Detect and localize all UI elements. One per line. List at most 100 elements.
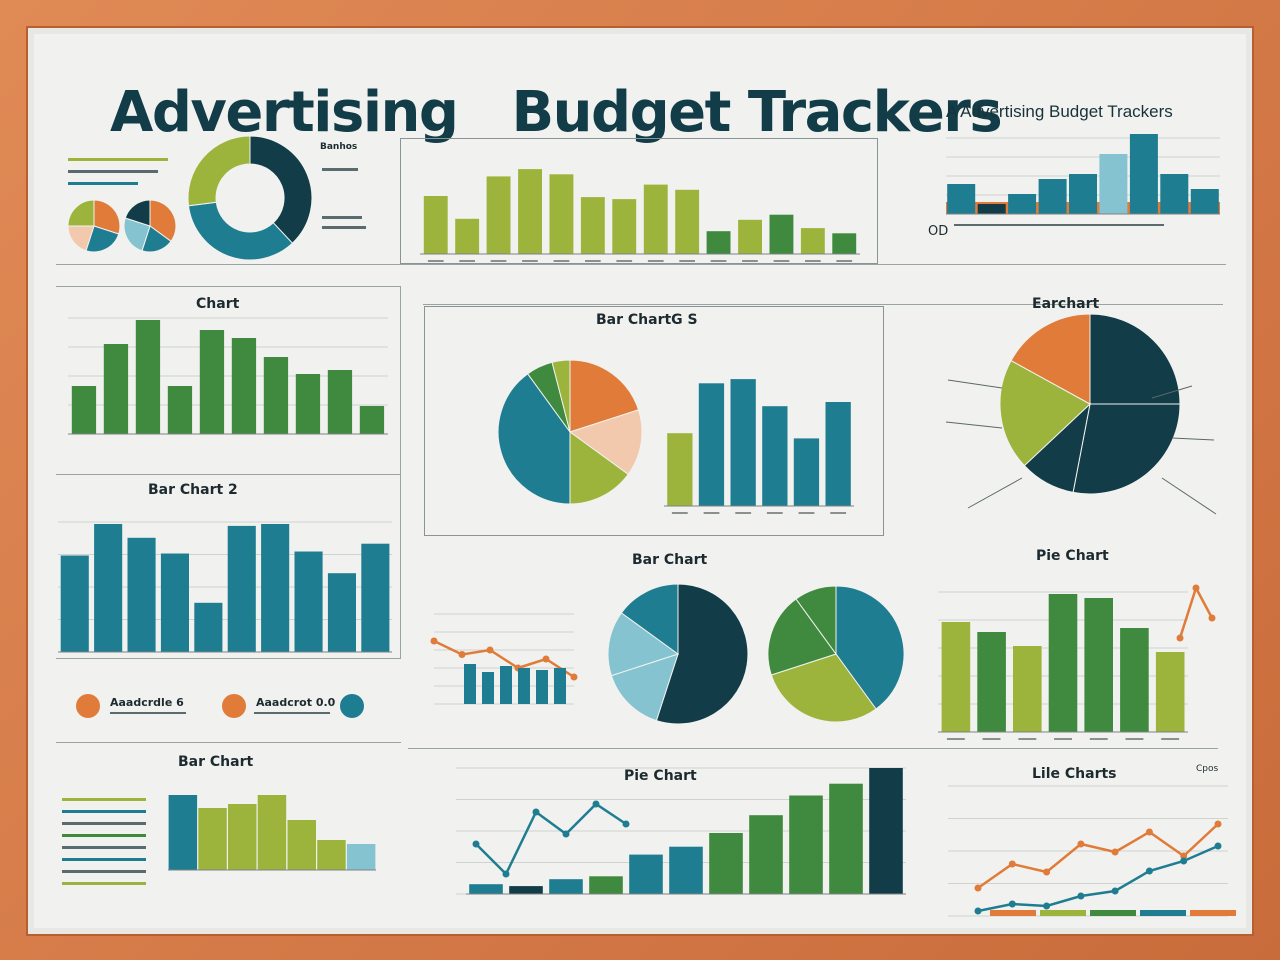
bar (698, 383, 725, 506)
legend-line (68, 158, 168, 161)
lile-charts (948, 785, 1236, 917)
divider-mid-b (408, 748, 1218, 749)
bar (536, 670, 548, 704)
bar (167, 386, 193, 434)
bar (160, 553, 189, 652)
tick-label (647, 260, 664, 262)
legend-line (62, 882, 146, 885)
label-earchart: Earchart (1032, 296, 1100, 312)
bar (947, 184, 976, 214)
leader-line (1161, 477, 1217, 515)
bar (127, 537, 156, 652)
leader-line (947, 379, 1003, 389)
pie-slice (249, 135, 313, 244)
label-chart: Chart (196, 296, 240, 312)
tick-label (766, 512, 783, 514)
bar (168, 795, 198, 870)
spark-line (1178, 584, 1214, 639)
pie-slice (795, 585, 837, 656)
pie-slice (1089, 313, 1181, 405)
line-point (472, 840, 480, 848)
bar (327, 573, 356, 652)
bar (1155, 652, 1185, 732)
line-point (1180, 852, 1188, 860)
tick-label (1054, 738, 1072, 740)
tick-label (773, 260, 790, 262)
tick-label (946, 738, 965, 740)
bar (1013, 646, 1042, 732)
tick-label (490, 260, 507, 262)
bar (71, 386, 97, 434)
bar (549, 174, 574, 254)
chart-left-1 (68, 317, 388, 435)
bar (549, 879, 583, 894)
tick-label (830, 512, 847, 514)
bar (317, 840, 346, 870)
line-point (502, 870, 510, 878)
divider-mid-a (423, 304, 1223, 305)
tick-label (1018, 738, 1037, 740)
tick-label (1125, 738, 1144, 740)
pie-slice (770, 653, 877, 723)
tick-label (1161, 738, 1180, 740)
line-point (1008, 860, 1016, 868)
tick-label (679, 260, 695, 262)
line-point (592, 800, 600, 808)
legend-line (322, 216, 362, 219)
pie-slice (124, 199, 151, 227)
line-point (1214, 842, 1222, 850)
legend-line (62, 822, 146, 825)
legend-line (68, 182, 138, 185)
pie-slice (551, 359, 571, 433)
line-point (622, 820, 630, 828)
bar (261, 524, 290, 652)
line-point (1214, 820, 1222, 828)
small-od-label: OD (928, 224, 949, 239)
bar (793, 438, 820, 506)
line-point (542, 655, 550, 663)
bar (977, 632, 1006, 732)
legend-line (62, 870, 146, 873)
legend-line (62, 858, 146, 861)
bar (228, 804, 257, 870)
top-pie-group (67, 135, 313, 261)
line-point (486, 646, 494, 654)
bar (643, 184, 668, 254)
bar (629, 854, 663, 894)
divider-left-a (56, 286, 401, 287)
bar (769, 214, 794, 254)
bar (1084, 598, 1113, 732)
bar (1160, 174, 1189, 214)
stacked-strip (1090, 910, 1136, 916)
bar (730, 379, 756, 506)
bar (709, 833, 743, 894)
bar (825, 402, 851, 506)
line-point (1145, 867, 1153, 875)
line-point (532, 808, 540, 816)
bar (423, 196, 448, 254)
pie-slice (85, 225, 120, 253)
bar (469, 884, 503, 894)
bar (869, 768, 903, 894)
line-point (1077, 892, 1085, 900)
bar (1120, 628, 1149, 732)
line-point (458, 651, 466, 658)
tick-label (703, 512, 720, 514)
bar-chart-2 (58, 521, 392, 653)
pie-slice (568, 409, 643, 475)
tick-label (710, 260, 727, 262)
bar (518, 668, 530, 704)
leader-line (1151, 385, 1193, 399)
bar (669, 846, 703, 894)
label-lile-charts: Lile Charts (1032, 766, 1117, 782)
stacked-strip (1140, 910, 1186, 916)
tick-label (671, 512, 688, 514)
bar (675, 189, 700, 254)
divider-left-b (56, 474, 401, 475)
bar (231, 338, 257, 434)
page-subtitle: A Advertising Budget Trackers (946, 102, 1173, 121)
bar-chart-low (168, 795, 376, 871)
bar (94, 524, 123, 652)
line-point (1176, 634, 1184, 642)
legend-line (62, 810, 146, 813)
